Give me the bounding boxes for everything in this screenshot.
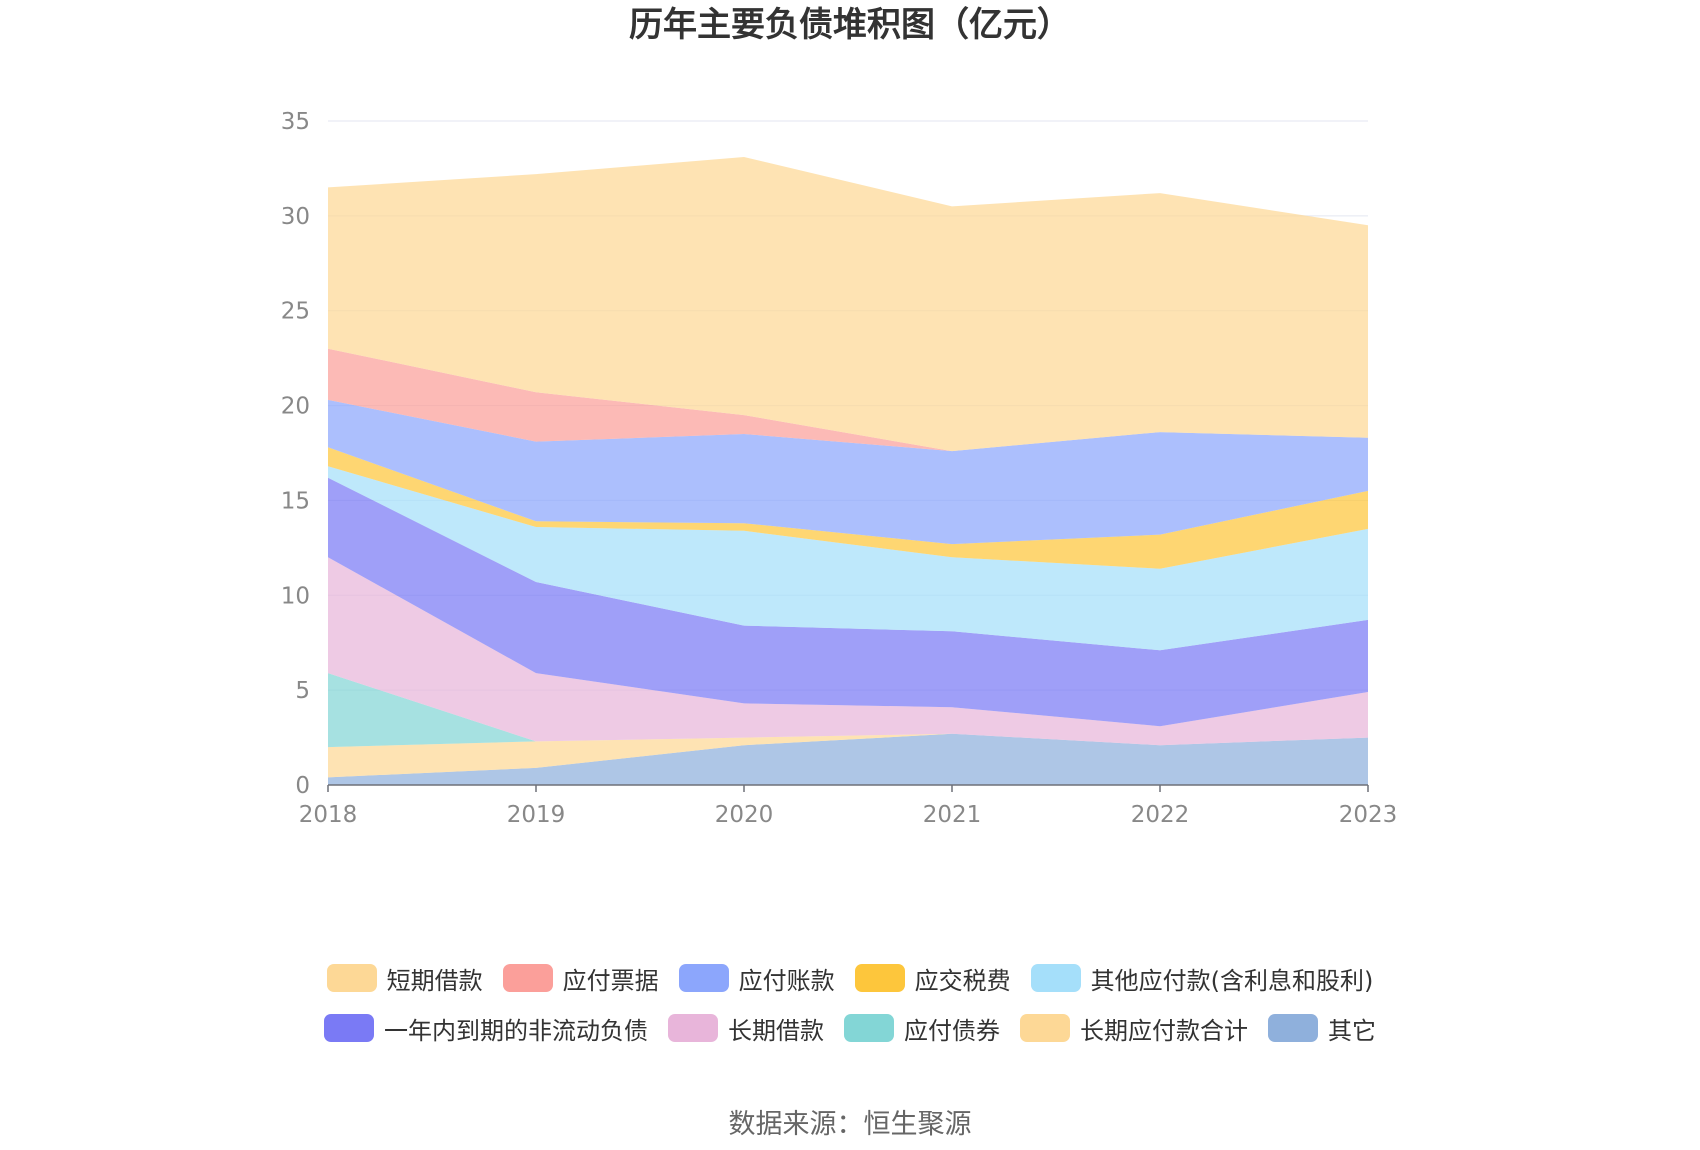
legend-swatch <box>1268 1014 1318 1042</box>
legend-swatch <box>326 964 377 992</box>
legend-row: 短期借款 应付票据 应付账款 应交税费 其他应付款(含利息和股利) <box>0 953 1700 1003</box>
legend-label: 应交税费 <box>914 966 1011 995</box>
data-source-note: 数据来源：恒生聚源 <box>728 1109 972 1140</box>
area-series-8 <box>328 399 1368 545</box>
legend-row: 一年内到期的非流动负债 长期借款 应付债券 长期应付款合计 其它 <box>0 1003 1700 1053</box>
legend-item[interactable]: 应付债券 <box>844 1011 1000 1046</box>
y-tick-label: 0 <box>295 773 310 799</box>
y-tick-label: 25 <box>281 299 310 325</box>
legend-label: 一年内到期的非流动负债 <box>384 1016 648 1045</box>
axes: 0 5 10 15 20 25 30 35 2018 2019 2020 2021 2022 2023 <box>281 109 1398 828</box>
area-series-7 <box>328 447 1368 569</box>
legend-swatch <box>678 964 729 992</box>
legend-item[interactable]: 一年内到期的非流动负债 <box>324 1011 648 1046</box>
legend-label: 长期应付款合计 <box>1080 1016 1248 1045</box>
x-tick-label: 2019 <box>507 802 566 828</box>
area-series-10 <box>328 157 1368 452</box>
area-series-6 <box>328 466 1368 651</box>
legend-label: 其他应付款(含利息和股利) <box>1090 966 1374 995</box>
y-tick-label: 15 <box>281 488 310 514</box>
y-tick-label: 20 <box>281 394 310 420</box>
area-series-1 <box>328 733 1368 785</box>
area-series-9 <box>328 348 1368 452</box>
y-tick-label: 35 <box>281 109 310 135</box>
legend-item[interactable]: 长期借款 <box>668 1011 824 1046</box>
legend-swatch <box>502 964 553 992</box>
y-tick-label: 10 <box>281 583 310 609</box>
legend-label: 短期借款 <box>386 966 483 995</box>
legend-item[interactable]: 其它 <box>1268 1011 1376 1046</box>
legend-label: 应付账款 <box>738 966 835 995</box>
y-tick-label: 5 <box>295 678 310 704</box>
legend-swatch <box>668 1014 718 1042</box>
x-tick-label: 2021 <box>923 802 982 828</box>
legend-swatch <box>854 964 905 992</box>
y-tick-label: 30 <box>281 204 310 230</box>
legend-label: 应付票据 <box>562 966 659 995</box>
area-series-2 <box>328 733 1368 778</box>
legend-item[interactable]: 其他应付款(含利息和股利) <box>1030 961 1374 996</box>
legend-item[interactable]: 应付账款 <box>678 961 835 996</box>
chart-title: 历年主要负债堆积图（亿元） <box>629 5 1071 45</box>
legend-item[interactable]: 应付票据 <box>502 961 659 996</box>
x-tick-label: 2022 <box>1131 802 1190 828</box>
legend-item[interactable]: 短期借款 <box>326 961 483 996</box>
legend-item[interactable]: 应交税费 <box>854 961 1011 996</box>
legend-label: 长期借款 <box>728 1016 824 1045</box>
legend-label: 其它 <box>1328 1016 1376 1045</box>
legend-item[interactable]: 长期应付款合计 <box>1020 1011 1248 1046</box>
x-tick-label: 2018 <box>299 802 358 828</box>
legend-label: 应付债券 <box>904 1016 1000 1045</box>
area-series-5 <box>328 477 1368 727</box>
x-tick-label: 2023 <box>1339 802 1398 828</box>
area-series-3 <box>328 673 1368 748</box>
legend-swatch <box>844 1014 894 1042</box>
area-series-4 <box>328 557 1368 746</box>
legend-swatch <box>1030 964 1081 992</box>
legend: 短期借款 应付票据 应付账款 应交税费 其他应付款(含利息和股利) 一年内到期的非流动负债… <box>0 953 1700 1053</box>
legend-swatch <box>324 1014 374 1042</box>
stacked-area-chart: 0 5 10 15 20 25 30 35 2018 2019 2020 2021 2022 2023 <box>281 109 1398 828</box>
legend-swatch <box>1020 1014 1070 1042</box>
x-tick-label: 2020 <box>715 802 774 828</box>
area-series-group <box>328 157 1368 785</box>
